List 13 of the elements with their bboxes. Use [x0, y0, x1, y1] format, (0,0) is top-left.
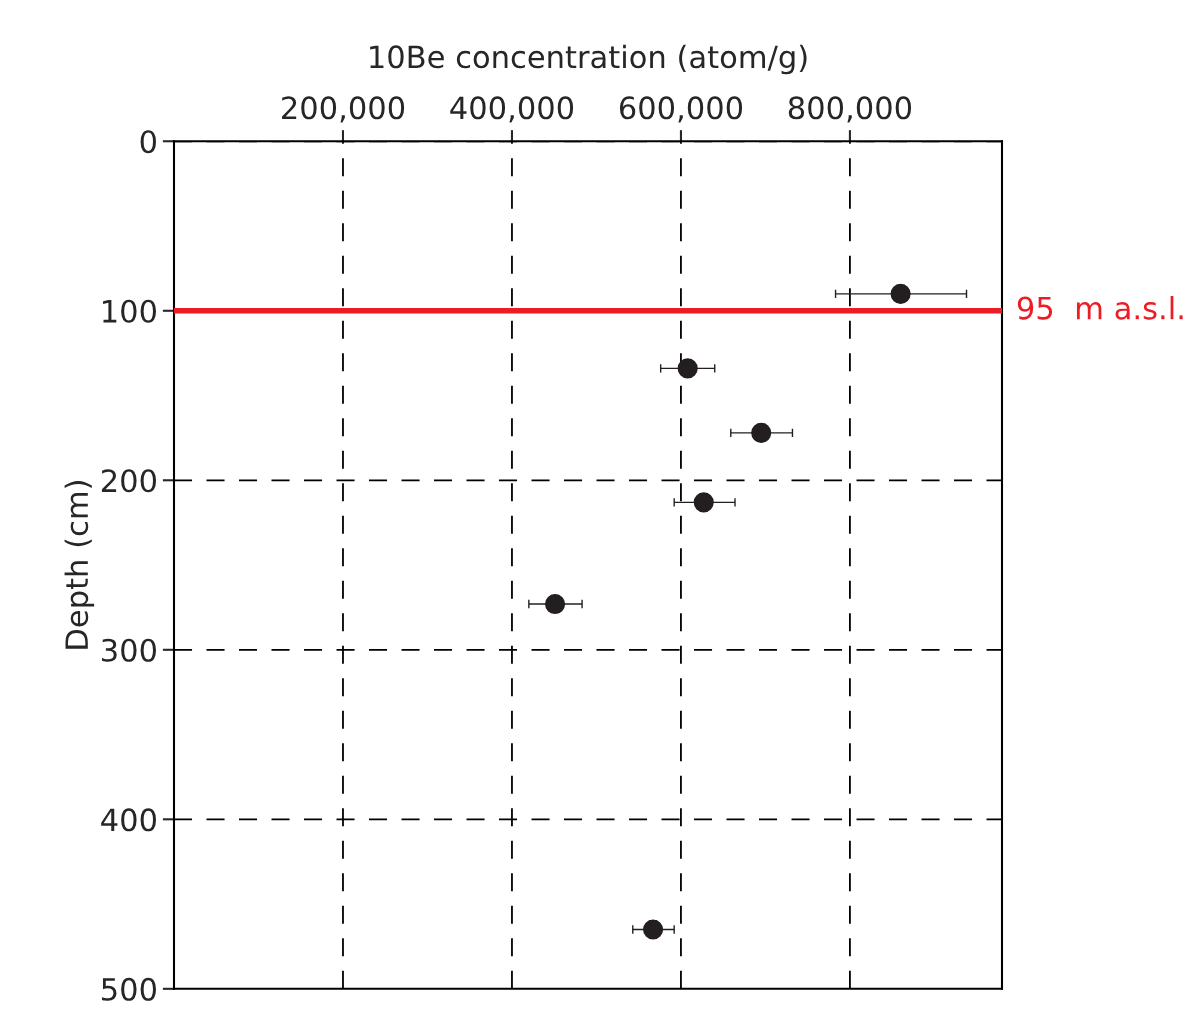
ref-line-label: 95 m a.s.l. — [1017, 295, 1183, 320]
x-tick-label: 800,000 — [788, 96, 912, 123]
x-tick-label: 600,000 — [619, 96, 743, 123]
y-axis-title: Depth (cm) — [64, 481, 95, 649]
y-tick-label: 0 — [140, 130, 156, 154]
y-tick-label: 300 — [102, 638, 156, 662]
y-tick-label: 500 — [102, 977, 156, 1001]
x-axis-title: 10Be concentration (atom/g) — [370, 44, 807, 75]
y-tick-label: 400 — [101, 808, 156, 832]
y-tick-label: 200 — [101, 469, 156, 493]
x-tick-label: 200,000 — [282, 96, 405, 123]
y-tick-label: 100 — [103, 299, 156, 323]
x-tick-label: 400,000 — [450, 96, 574, 123]
